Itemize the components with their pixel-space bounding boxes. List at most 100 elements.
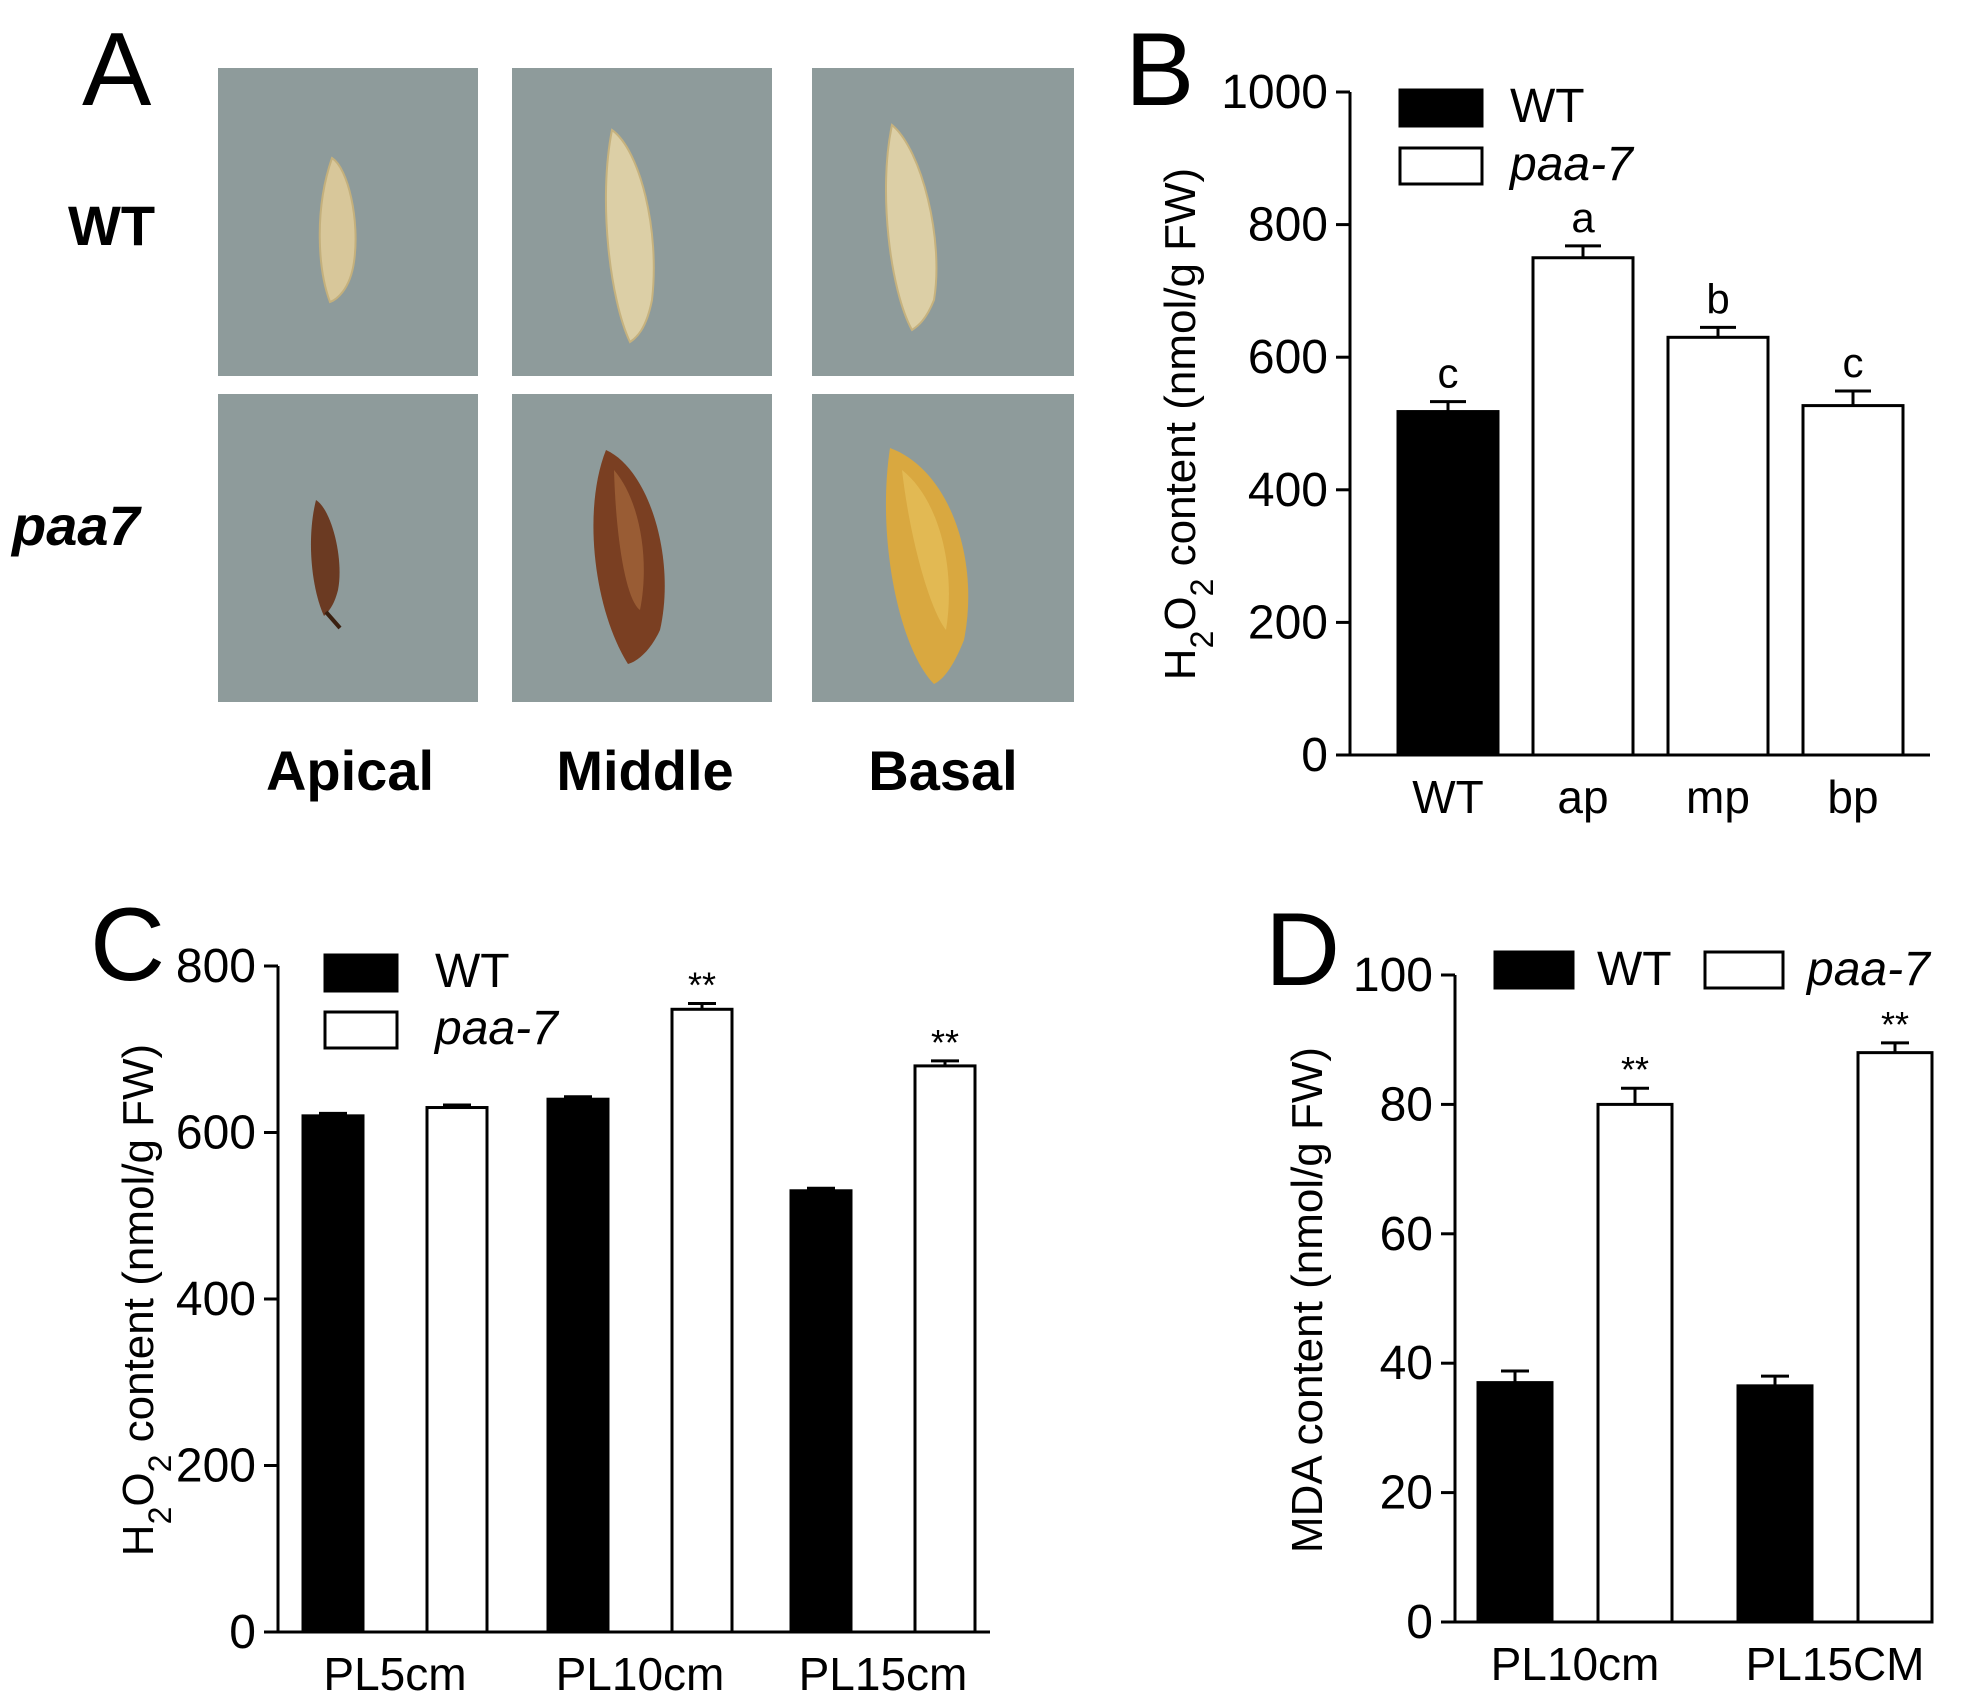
chart-c-y-axis-label: H2O2 content (nmol/g FW) xyxy=(114,1044,178,1556)
photo-wt-basal xyxy=(812,68,1074,376)
panel-a: A WT paa7 Apical Middle Basal xyxy=(10,12,1074,802)
significance-star: ** xyxy=(1621,1049,1649,1090)
x-tick-label: ap xyxy=(1557,771,1608,823)
y-tick-label: 600 xyxy=(1248,331,1328,384)
subscript: 2 xyxy=(1184,631,1220,649)
chart-d-legend: WT paa-7 xyxy=(1493,943,1932,996)
y-tick-label: 100 xyxy=(1353,949,1433,1002)
panel-d: D MDA content (nmol/g FW) 0 20 40 60 80 100 *… xyxy=(1265,892,1934,1690)
panel-c: C H2O2 content (nmol/g FW) 0200400600800… xyxy=(90,887,990,1700)
x-tick-label: WT xyxy=(1412,771,1484,823)
y-tick-label: 0 xyxy=(1301,729,1328,782)
significance-star: ** xyxy=(688,964,716,1005)
significance-letter: c xyxy=(1843,339,1864,386)
bar xyxy=(1856,1051,1934,1624)
x-tick-label: PL10cm xyxy=(1491,1638,1660,1690)
col-label-middle: Middle xyxy=(556,739,733,802)
legend-label: paa-7 xyxy=(433,1002,560,1055)
bar xyxy=(913,1064,977,1634)
significance-letter: b xyxy=(1706,275,1729,322)
y-tick-label: 40 xyxy=(1380,1337,1433,1390)
chart-c-axes: 0 200 400 600 800 xyxy=(176,940,990,1659)
chart-d-bars: ** PL10cm ** PL15CM xyxy=(1476,1004,1934,1690)
significance-star: ** xyxy=(1881,1004,1909,1045)
bar xyxy=(1531,256,1635,757)
label-part: MDA content (nmol/g FW) xyxy=(1283,1047,1332,1553)
chart-c-bars: PL5cm ** PL10cm ** PL15cm xyxy=(301,964,977,1700)
panel-a-letter: A xyxy=(82,12,152,128)
y-tick-label: 0 xyxy=(1406,1596,1433,1649)
panel-c-letter: C xyxy=(90,887,165,1003)
chart-b-y-axis-label: H2O2 content (nmol/g FW) xyxy=(1156,168,1220,680)
x-tick-label: PL15CM xyxy=(1746,1638,1925,1690)
legend-label: WT xyxy=(1597,943,1672,996)
y-tick-label: 800 xyxy=(176,940,256,993)
y-tick-label: 400 xyxy=(1248,464,1328,517)
x-tick-label: PL15cm xyxy=(799,1648,968,1700)
bar xyxy=(301,1114,365,1634)
bar xyxy=(1476,1381,1554,1624)
bar xyxy=(425,1106,489,1634)
bar xyxy=(1801,404,1905,757)
significance-letter: c xyxy=(1438,350,1459,397)
subscript: 2 xyxy=(142,1455,178,1473)
label-part: H xyxy=(1156,648,1205,680)
legend-label: paa-7 xyxy=(1508,138,1635,191)
subscript: 2 xyxy=(142,1507,178,1525)
bar xyxy=(1736,1384,1814,1624)
significance-star: ** xyxy=(931,1022,959,1063)
x-tick-label: PL10cm xyxy=(556,1648,725,1700)
y-tick-label: 600 xyxy=(176,1107,256,1160)
bar xyxy=(1596,1102,1674,1624)
bar xyxy=(670,1007,734,1634)
x-tick-label: bp xyxy=(1827,771,1878,823)
col-label-basal: Basal xyxy=(868,739,1017,802)
chart-b-axes: 0 200 400 600 800 1000 xyxy=(1221,66,1930,782)
y-tick-label: 800 xyxy=(1248,199,1328,252)
legend-swatch xyxy=(323,953,399,993)
bar xyxy=(1666,335,1770,757)
label-part: content (nmol/g FW) xyxy=(114,1044,163,1455)
y-tick-label: 200 xyxy=(1248,596,1328,649)
panel-b: B H2O2 content (nmol/g FW) 0200400600800… xyxy=(1125,12,1930,823)
y-tick-label: 200 xyxy=(176,1440,256,1493)
grain-wt-basal xyxy=(885,123,938,332)
y-tick-label: 0 xyxy=(229,1606,256,1659)
row-label-paa7: paa7 xyxy=(10,494,142,557)
legend-swatch xyxy=(1493,950,1575,990)
x-tick-label: PL5cm xyxy=(323,1648,466,1700)
chart-d-y-axis-label: MDA content (nmol/g FW) xyxy=(1283,1047,1332,1553)
label-part: O xyxy=(1156,596,1205,630)
y-tick-label: 20 xyxy=(1380,1467,1433,1520)
chart-b-bars: c WT a ap b mp c bp xyxy=(1396,194,1905,823)
panel-b-letter: B xyxy=(1125,12,1194,128)
y-tick-label: 60 xyxy=(1380,1208,1433,1261)
bar xyxy=(546,1097,610,1634)
legend-swatch xyxy=(1398,88,1484,128)
bar xyxy=(789,1189,853,1634)
grain-wt-apical xyxy=(318,156,357,304)
label-part: content (nmol/g FW) xyxy=(1156,168,1205,579)
legend-label: WT xyxy=(435,945,510,998)
panel-d-letter: D xyxy=(1265,892,1340,1008)
legend-swatch xyxy=(1398,146,1484,186)
bar xyxy=(1396,410,1500,757)
col-label-apical: Apical xyxy=(266,739,434,802)
legend-swatch xyxy=(323,1010,399,1050)
label-part: O xyxy=(114,1472,163,1506)
y-tick-label: 1000 xyxy=(1221,66,1328,119)
grain-wt-middle xyxy=(605,128,655,344)
y-tick-label: 80 xyxy=(1380,1078,1433,1131)
x-tick-label: mp xyxy=(1686,771,1750,823)
legend-swatch xyxy=(1703,950,1785,990)
label-part: H xyxy=(114,1524,163,1556)
row-label-wt: WT xyxy=(68,194,155,257)
grain-paa7-apical xyxy=(310,500,340,616)
photo-paa7-apical xyxy=(218,394,478,702)
y-tick-label: 400 xyxy=(176,1273,256,1326)
legend-label: paa-7 xyxy=(1805,943,1932,996)
subscript: 2 xyxy=(1184,579,1220,597)
